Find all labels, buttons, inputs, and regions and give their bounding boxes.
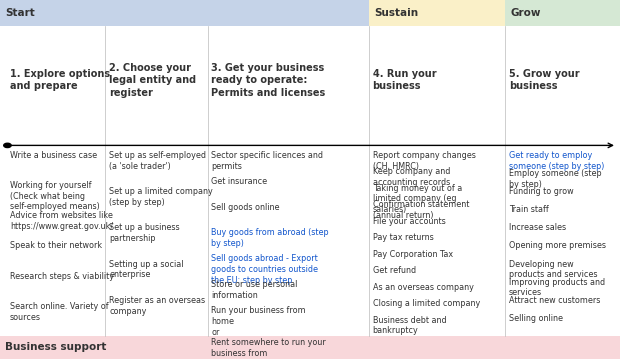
Text: Business support: Business support	[5, 342, 107, 352]
Text: Working for yourself
(Check what being
self-employed means): Working for yourself (Check what being s…	[10, 181, 100, 211]
Text: Employ someone (step
by step): Employ someone (step by step)	[509, 169, 601, 189]
Text: 2. Choose your
legal entity and
register: 2. Choose your legal entity and register	[109, 63, 197, 98]
Bar	[369, 0, 505, 26]
Bar	[0, 336, 620, 359]
Text: Set up a business
partnership: Set up a business partnership	[109, 223, 180, 243]
Text: Get insurance: Get insurance	[211, 177, 268, 186]
Text: Run your business from
home
or
Rent somewhere to run your
business from: Run your business from home or Rent some…	[211, 306, 326, 358]
Text: File your accounts: File your accounts	[373, 217, 445, 226]
Text: Set up a limited company
(step by step): Set up a limited company (step by step)	[109, 187, 213, 207]
Text: Store or use personal
information: Store or use personal information	[211, 280, 298, 300]
Text: Search online. Variety of
sources: Search online. Variety of sources	[10, 302, 108, 322]
Text: Research steps & viability: Research steps & viability	[10, 272, 114, 281]
Text: Speak to their network: Speak to their network	[10, 242, 102, 251]
Text: As an overseas company: As an overseas company	[373, 283, 474, 292]
Text: Confirmation statement
(annual return): Confirmation statement (annual return)	[373, 200, 469, 220]
Text: Taking money out of a
limited company (eg
salaries): Taking money out of a limited company (e…	[373, 184, 462, 214]
Text: Report company changes
(CH, HMRC): Report company changes (CH, HMRC)	[373, 151, 476, 171]
Text: Sell goods online: Sell goods online	[211, 202, 280, 211]
Text: Register as an overseas
company: Register as an overseas company	[109, 296, 205, 316]
Text: Attract new customers: Attract new customers	[509, 296, 600, 305]
Text: Pay tax returns: Pay tax returns	[373, 233, 433, 242]
Bar	[0, 0, 369, 26]
Text: Opening more premises: Opening more premises	[509, 241, 606, 251]
Text: 4. Run your
business: 4. Run your business	[373, 69, 436, 92]
Text: Grow: Grow	[510, 8, 541, 18]
Text: Pay Corporation Tax: Pay Corporation Tax	[373, 250, 453, 259]
Text: Sell goods abroad - Export
goods to countries outside
the EU: step by step: Sell goods abroad - Export goods to coun…	[211, 255, 319, 285]
Text: Get refund: Get refund	[373, 266, 416, 275]
Text: Sustain: Sustain	[374, 8, 418, 18]
Text: 5. Grow your
business: 5. Grow your business	[509, 69, 580, 92]
Text: Set up as self-employed
(a 'sole trader'): Set up as self-employed (a 'sole trader'…	[109, 151, 206, 171]
Text: Closing a limited company: Closing a limited company	[373, 299, 480, 308]
Text: Start: Start	[5, 8, 35, 18]
Text: Get ready to employ
someone (step by step): Get ready to employ someone (step by ste…	[509, 151, 604, 171]
Text: 1. Explore options
and prepare: 1. Explore options and prepare	[10, 69, 110, 92]
Text: Advice from websites like
https://www.great.gov.uk/: Advice from websites like https://www.gr…	[10, 211, 113, 231]
Text: Improving products and
services: Improving products and services	[509, 278, 605, 298]
Text: Sector specific licences and
permits: Sector specific licences and permits	[211, 151, 324, 171]
Text: Selling online: Selling online	[509, 314, 563, 323]
Text: Setting up a social
enterprise: Setting up a social enterprise	[109, 260, 184, 279]
Bar	[505, 0, 620, 26]
Text: Keep company and
accounting records: Keep company and accounting records	[373, 167, 450, 187]
Text: Buy goods from abroad (step
by step): Buy goods from abroad (step by step)	[211, 228, 329, 248]
Text: Developing new
products and services: Developing new products and services	[509, 260, 598, 279]
Text: Write a business case: Write a business case	[10, 151, 97, 160]
Text: Increase sales: Increase sales	[509, 223, 566, 232]
Circle shape	[4, 143, 11, 148]
Text: 3. Get your business
ready to operate:
Permits and licenses: 3. Get your business ready to operate: P…	[211, 63, 326, 98]
Text: Business debt and
bankruptcy: Business debt and bankruptcy	[373, 316, 446, 335]
Text: Funding to grow: Funding to grow	[509, 187, 574, 196]
Text: Train staff: Train staff	[509, 205, 549, 214]
